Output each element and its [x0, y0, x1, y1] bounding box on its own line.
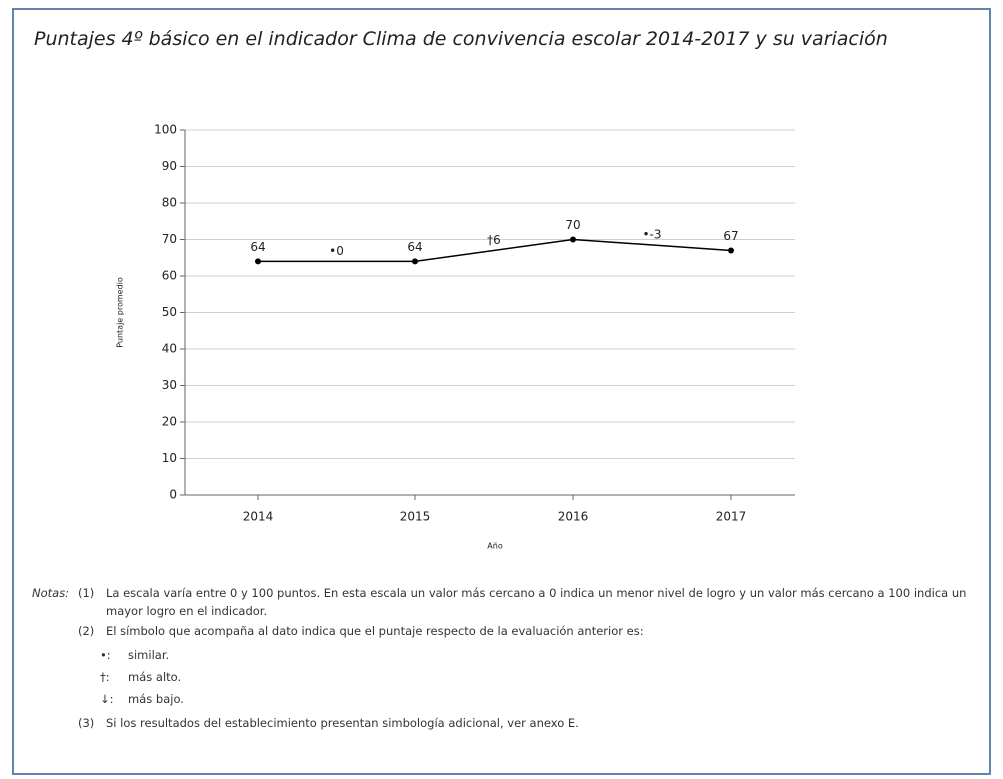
note-text: La escala varía entre 0 y 100 puntos. En…: [106, 586, 967, 618]
y-tick-label: 90: [162, 159, 177, 173]
y-tick-label: 10: [162, 451, 177, 465]
x-tick-label: 2015: [400, 510, 431, 524]
x-tick-label: 2017: [716, 510, 747, 524]
data-label: 70: [565, 218, 580, 232]
point: [728, 247, 734, 254]
y-tick-label: 70: [162, 232, 177, 246]
x-tick-label: 2014: [243, 510, 274, 524]
line: [258, 238, 732, 263]
note-text: El símbolo que acompaña al dato indica q…: [106, 624, 644, 638]
y-tick-label: 40: [162, 342, 177, 356]
point: [412, 258, 418, 265]
data-label: 67: [723, 229, 738, 243]
y-tick-label: 0: [169, 488, 177, 502]
note-number: (2): [78, 624, 95, 638]
variation-label: •0: [329, 244, 344, 258]
x-axis-label: Año: [487, 542, 503, 551]
x-tick-label: 2016: [558, 510, 589, 524]
note-number: (3): [78, 716, 95, 730]
symbol-text: más bajo.: [128, 692, 184, 706]
data-label: 64: [250, 240, 265, 254]
chart-title: Puntajes 4º básico en el indicador Clima…: [34, 28, 888, 50]
symbol: †:: [100, 670, 110, 684]
y-tick-label: 50: [162, 305, 177, 319]
variation-label: •-3: [642, 227, 661, 241]
y-axis-label: Puntaje promedio: [116, 277, 125, 348]
frame: [12, 8, 991, 775]
point: [570, 236, 576, 243]
notes-label: Notas:: [32, 584, 69, 602]
variation-label: †6: [487, 233, 501, 247]
point: [255, 258, 261, 265]
y-tick-label: 60: [162, 269, 177, 283]
data-label: 64: [407, 240, 422, 254]
note-number: (1): [78, 586, 95, 600]
y-tick-label: 20: [162, 415, 177, 429]
symbol-text: más alto.: [128, 670, 182, 684]
y-tick-label: 80: [162, 196, 177, 210]
notes-label-text: Notas:: [32, 586, 70, 600]
y-tick-label: 30: [162, 378, 177, 392]
symbol: •:: [100, 648, 111, 662]
symbol: ↓:: [100, 692, 114, 706]
symbol-text: similar.: [128, 648, 170, 662]
note-text: Si los resultados del establecimiento pr…: [106, 716, 579, 730]
y-tick-label: 100: [154, 123, 177, 137]
